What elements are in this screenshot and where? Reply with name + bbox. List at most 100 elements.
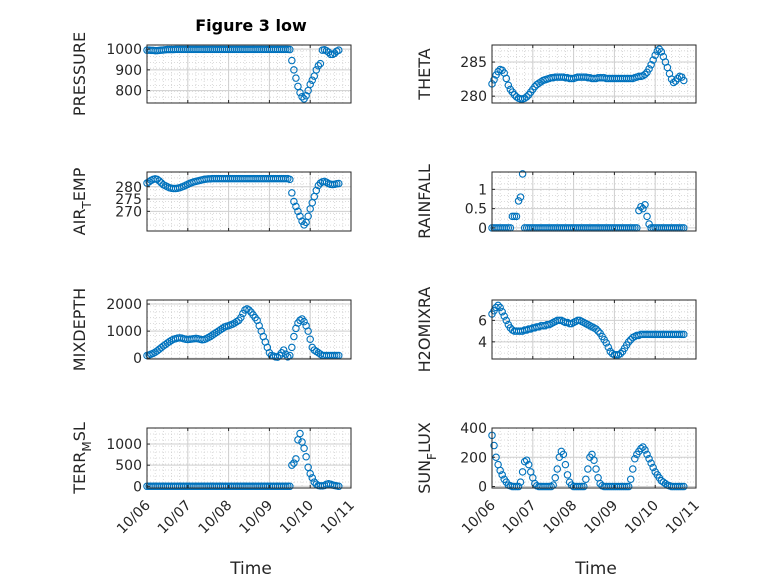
x-tick-label: 10/08	[541, 498, 581, 538]
x-tick-label: 10/11	[663, 498, 703, 538]
data-point	[575, 482, 584, 491]
minor-grid	[491, 300, 697, 359]
data-point	[312, 66, 321, 74]
data-point	[145, 178, 153, 186]
subplot-7: 0 500 1000 10/06 10/07 10/08 10/09 10/10 10/11 Ti…	[70, 422, 358, 579]
y-tick-label: 280	[460, 89, 487, 105]
data-point	[553, 465, 562, 473]
data-point	[500, 312, 508, 320]
data-point	[496, 466, 504, 475]
data-point	[290, 66, 298, 74]
x-tick-label: 10/06	[114, 497, 154, 537]
data-point	[677, 330, 686, 339]
data-point	[545, 482, 553, 491]
data-point	[537, 78, 545, 86]
major-grid	[492, 300, 696, 359]
y-axis-label-subscript: M	[80, 441, 94, 451]
subplot-8: 0 200 400 10/06 10/07 10/08 10/09 10/10 10/11 Tim…	[415, 421, 703, 579]
data-point	[302, 452, 310, 461]
x-tick-label: 10/10	[622, 498, 662, 538]
data-point	[314, 181, 323, 190]
y-tick-label: 0.5	[465, 202, 487, 218]
data-point	[512, 212, 521, 221]
data-point	[286, 482, 294, 491]
data-point	[288, 56, 296, 65]
data-point	[680, 76, 688, 85]
data-point	[300, 444, 308, 453]
data-point	[647, 61, 655, 69]
axes-box	[146, 44, 352, 104]
data-point	[637, 202, 645, 211]
data-point	[675, 330, 684, 339]
data-point	[641, 446, 649, 454]
data-point	[288, 189, 296, 197]
data-point	[661, 479, 670, 488]
data-point	[645, 220, 653, 228]
data-point	[657, 48, 666, 56]
y-axis-label-main: H2OMIXRA	[415, 287, 434, 373]
y-tick-label: 280	[115, 180, 142, 196]
data-point	[306, 335, 314, 343]
axes-box	[491, 299, 697, 360]
y-axis-label-suffix: LUX	[415, 422, 434, 453]
data-point	[298, 93, 306, 101]
subplot-2: 280 285 THETA	[415, 44, 697, 105]
y-axis-label: AIRTEMP	[70, 167, 94, 235]
data-point	[292, 202, 300, 211]
series-markers	[488, 45, 688, 103]
y-tick-label: 0	[133, 351, 142, 367]
data-point	[308, 474, 316, 482]
data-point	[582, 475, 590, 483]
y-axis-label-main: THETA	[415, 48, 434, 100]
y-tick-label: 270	[115, 204, 142, 220]
data-point	[559, 450, 568, 459]
data-point	[580, 482, 588, 491]
data-point	[316, 59, 325, 68]
y-tick-label: 1	[478, 182, 487, 198]
data-point	[643, 212, 651, 221]
y-tick-label: 2000	[106, 297, 142, 313]
data-point	[508, 212, 517, 221]
data-point	[296, 316, 304, 325]
x-tick-label: 10/11	[318, 498, 358, 538]
x-tick-label: 10/10	[277, 498, 317, 538]
y-tick-label: 0	[478, 221, 487, 237]
data-point	[647, 459, 655, 467]
data-point	[680, 482, 688, 491]
subplot-5: 0 1000 2000 MIXDEPTH	[70, 288, 352, 371]
data-point	[335, 179, 343, 188]
data-point	[510, 212, 519, 221]
subplot-4: 0 0.5 1 RAINFALL	[415, 164, 697, 239]
series-markers	[488, 301, 688, 359]
y-tick-label: 1000	[106, 42, 142, 58]
y-axis-label-main: SUN	[415, 460, 434, 494]
data-point	[279, 346, 288, 354]
data-point	[298, 217, 306, 225]
data-point	[300, 221, 308, 229]
data-point	[296, 88, 304, 97]
data-point	[286, 45, 294, 54]
data-point	[284, 482, 292, 491]
data-point	[626, 475, 635, 483]
data-point	[518, 468, 527, 476]
data-point	[233, 317, 241, 326]
data-point	[284, 353, 292, 361]
data-point	[620, 482, 629, 491]
y-axis-label-main: PRESSURE	[70, 32, 89, 116]
y-axis-label-main: TERR	[70, 452, 89, 495]
data-point	[308, 76, 316, 84]
y-axis-label: H2OMIXRA	[415, 287, 434, 373]
data-point	[281, 174, 290, 183]
data-point	[296, 429, 304, 438]
axes-box	[491, 44, 697, 104]
data-point	[281, 45, 290, 54]
data-point	[292, 455, 300, 463]
data-point	[551, 474, 559, 482]
y-axis-label: TERRMSL	[70, 422, 94, 495]
y-tick-label: 400	[460, 421, 487, 437]
data-point	[624, 338, 633, 346]
y-axis-label: MIXDEPTH	[70, 288, 89, 371]
axes-box	[491, 171, 697, 232]
